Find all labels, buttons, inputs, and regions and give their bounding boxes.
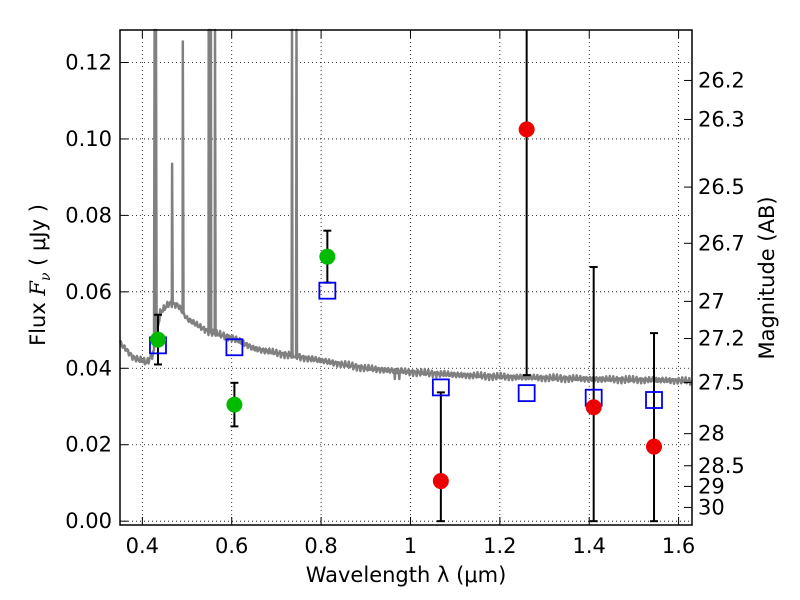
red-point (432, 473, 449, 490)
y-tick-label: 0.08 (65, 203, 112, 227)
magnitude-tick-label: 30 (698, 495, 725, 519)
plot-frame (119, 29, 693, 526)
magnitude-tick-label: 27.5 (698, 370, 745, 394)
x-tick-label: 1.2 (483, 534, 516, 558)
magnitude-tick-label: 26.7 (698, 231, 745, 255)
spectrum-layer (118, 28, 693, 386)
y-tick-label: 0.10 (65, 127, 112, 151)
magnitude-tick-label: 26.2 (698, 68, 745, 92)
x-axis-label: Wavelength λ (μm) (306, 563, 507, 587)
red-point (518, 121, 535, 138)
y-tick-label: 0.02 (65, 433, 112, 457)
red-point (646, 438, 663, 455)
tick-layer: 0.4 0.6 0.8 1 1.2 1.4 1.6 0.00 0.02 0.04 0.06 0.08 0… (65, 30, 745, 558)
errorbar-layer (153, 30, 659, 523)
blue-square-marker (431, 378, 450, 397)
magnitude-tick-label: 27.2 (698, 326, 745, 350)
marker-layer (149, 121, 663, 490)
x-tick-label: 1 (404, 534, 417, 558)
magnitude-tick-label: 26.3 (698, 107, 745, 131)
x-tick-label: 1.4 (573, 534, 606, 558)
magnitude-tick-label: 29 (698, 474, 725, 498)
y-axis-label-math: F (26, 280, 50, 297)
blue-square-marker (517, 384, 536, 403)
y-tick-label: 0.06 (65, 280, 112, 304)
x-tick-label: 0.4 (126, 534, 159, 558)
y-axis-label-right: Magnitude (AB) (755, 196, 779, 359)
x-tick-label: 0.8 (304, 534, 337, 558)
blue-square-marker (225, 338, 244, 357)
blue-square-marker (318, 281, 337, 300)
magnitude-tick-label: 28 (698, 422, 725, 446)
x-tick-label: 0.6 (215, 534, 248, 558)
grid-layer (120, 30, 692, 525)
y-axis-label-text: Flux (26, 296, 50, 346)
blue-square-marker (645, 391, 663, 409)
y-tick-label: 0.12 (65, 50, 112, 74)
magnitude-tick-label: 28.5 (698, 454, 745, 478)
y-tick-label: 0.04 (65, 356, 112, 380)
green-point (319, 248, 336, 265)
y-axis-label-subscript: ν (38, 272, 54, 281)
y-tick-label: 0.00 (65, 509, 112, 533)
y-axis-label-unit: ( μJy ) (26, 204, 50, 272)
spectrum-line (118, 28, 693, 386)
green-point (226, 396, 243, 413)
red-point (585, 399, 602, 416)
magnitude-tick-label: 27 (698, 289, 725, 313)
green-point (149, 331, 166, 348)
y-axis-label-left: Flux Fν ( μJy ) (26, 204, 54, 346)
magnitude-tick-label: 26.5 (698, 175, 745, 199)
x-tick-label: 1.6 (662, 534, 695, 558)
